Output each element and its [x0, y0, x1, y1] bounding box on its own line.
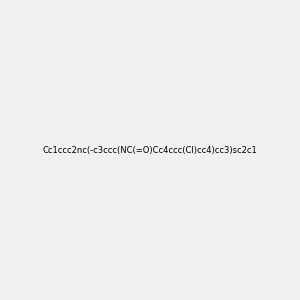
Text: Cc1ccc2nc(-c3ccc(NC(=O)Cc4ccc(Cl)cc4)cc3)sc2c1: Cc1ccc2nc(-c3ccc(NC(=O)Cc4ccc(Cl)cc4)cc3… [43, 146, 257, 154]
